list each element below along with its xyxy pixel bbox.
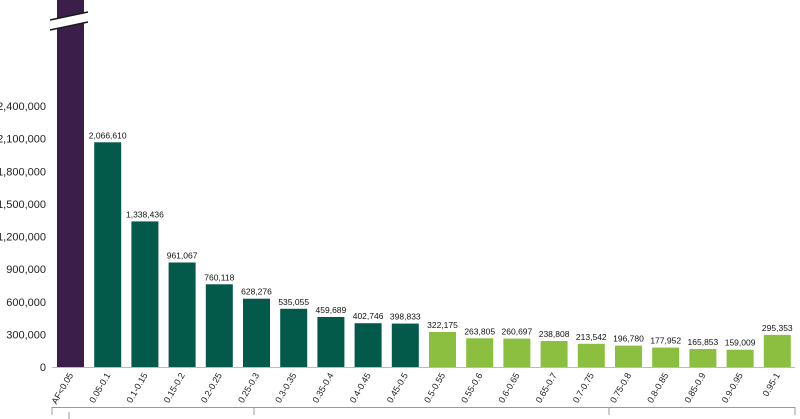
data-label: 159,009 (725, 338, 756, 348)
bar (652, 347, 680, 367)
x-tick-label: 0.75-0.8 (608, 371, 633, 405)
y-tick-label: 0 (40, 362, 46, 374)
bar (466, 338, 494, 367)
y-tick-label: 1,500,000 (0, 199, 46, 211)
data-label: 263,805 (464, 326, 495, 336)
bar (763, 334, 791, 367)
data-label: 260,697 (502, 327, 533, 337)
data-label: 402,746 (353, 311, 384, 321)
data-label: 459,689 (316, 305, 347, 315)
x-axis: AF<0.05 0.05-0.1 0.1-0.15 0.15-0.2 0.2-0.25 0… (49, 367, 796, 419)
data-label: 628,276 (241, 287, 272, 297)
data-label: 1,338,436 (126, 209, 164, 219)
x-tick-label: 0.5-0.55 (422, 371, 447, 405)
y-tick-label: 900,000 (6, 264, 46, 276)
bar (94, 142, 122, 367)
bar (168, 262, 196, 367)
y-axis: 0 300,000 600,000 900,000 1,200,000 1,500,000… (0, 101, 46, 374)
y-tick-label: 2,100,000 (0, 134, 46, 146)
x-tick-label: 0.6-0.65 (496, 371, 521, 405)
x-tick-label: 0.45-0.5 (385, 371, 410, 405)
bar (280, 308, 308, 367)
bars (57, 0, 791, 367)
bar (205, 284, 233, 367)
data-labels: 2,066,610 1,338,436 961,067 760,118 628,276 5… (89, 130, 793, 347)
data-label: 961,067 (167, 251, 198, 261)
x-tick-label: 0.85-0.9 (682, 371, 707, 405)
data-label: 2,066,610 (89, 130, 127, 140)
data-label: 295,353 (762, 323, 793, 333)
x-tick-label: 0.2-0.25 (199, 371, 224, 405)
x-tick-label: 0.1-0.15 (124, 371, 149, 405)
data-label: 165,853 (688, 337, 719, 347)
y-tick-label: 600,000 (6, 297, 46, 309)
x-tick-label: 0.55-0.6 (459, 371, 484, 405)
x-tick-label: 0.65-0.7 (534, 371, 559, 405)
bar (503, 338, 531, 367)
x-tick-label: 0.15-0.2 (162, 371, 187, 405)
axis-break-line (49, 11, 89, 21)
y-tick-label: 1,200,000 (0, 232, 46, 244)
x-tick-label: 0.9-0.95 (720, 371, 745, 405)
axis-break-marker (49, 11, 89, 31)
x-tick-label: 0.8-0.85 (645, 371, 670, 405)
x-tick-label: 0.3-0.35 (273, 371, 298, 405)
data-label: 322,175 (427, 320, 458, 330)
y-tick-label: 300,000 (6, 329, 46, 341)
x-tick-label: 0.05-0.1 (87, 371, 112, 405)
data-label: 398,833 (390, 312, 421, 322)
x-tick-label: 0.4-0.45 (348, 371, 373, 405)
bar (429, 332, 456, 367)
x-tick-label: 0.25-0.3 (236, 371, 261, 405)
bar (354, 323, 382, 367)
x-tick-label: 0.35-0.4 (310, 371, 335, 405)
y-tick-label: 1,800,000 (0, 166, 46, 178)
bar (243, 298, 270, 367)
data-label: 535,055 (278, 297, 309, 307)
bar (131, 221, 159, 367)
bar (577, 343, 605, 367)
x-tick-label: 0.95-1 (761, 371, 782, 398)
data-label: 760,118 (204, 272, 234, 282)
y-tick-label: 2,400,000 (0, 101, 46, 113)
bar (317, 317, 345, 367)
data-label: 238,808 (539, 329, 570, 339)
x-tick-label: 0.7-0.75 (571, 371, 596, 405)
bar (689, 349, 717, 367)
bar (57, 0, 84, 367)
bar (726, 349, 754, 367)
axis-break-gap (50, 12, 88, 30)
data-label: 213,542 (576, 332, 607, 342)
axis-break-line (49, 21, 89, 31)
bar (540, 341, 568, 367)
bar (615, 345, 642, 367)
bar (391, 323, 419, 367)
data-label: 177,952 (650, 336, 681, 346)
x-tick-label: AF<0.05 (49, 371, 75, 406)
data-label: 196,780 (613, 334, 644, 344)
